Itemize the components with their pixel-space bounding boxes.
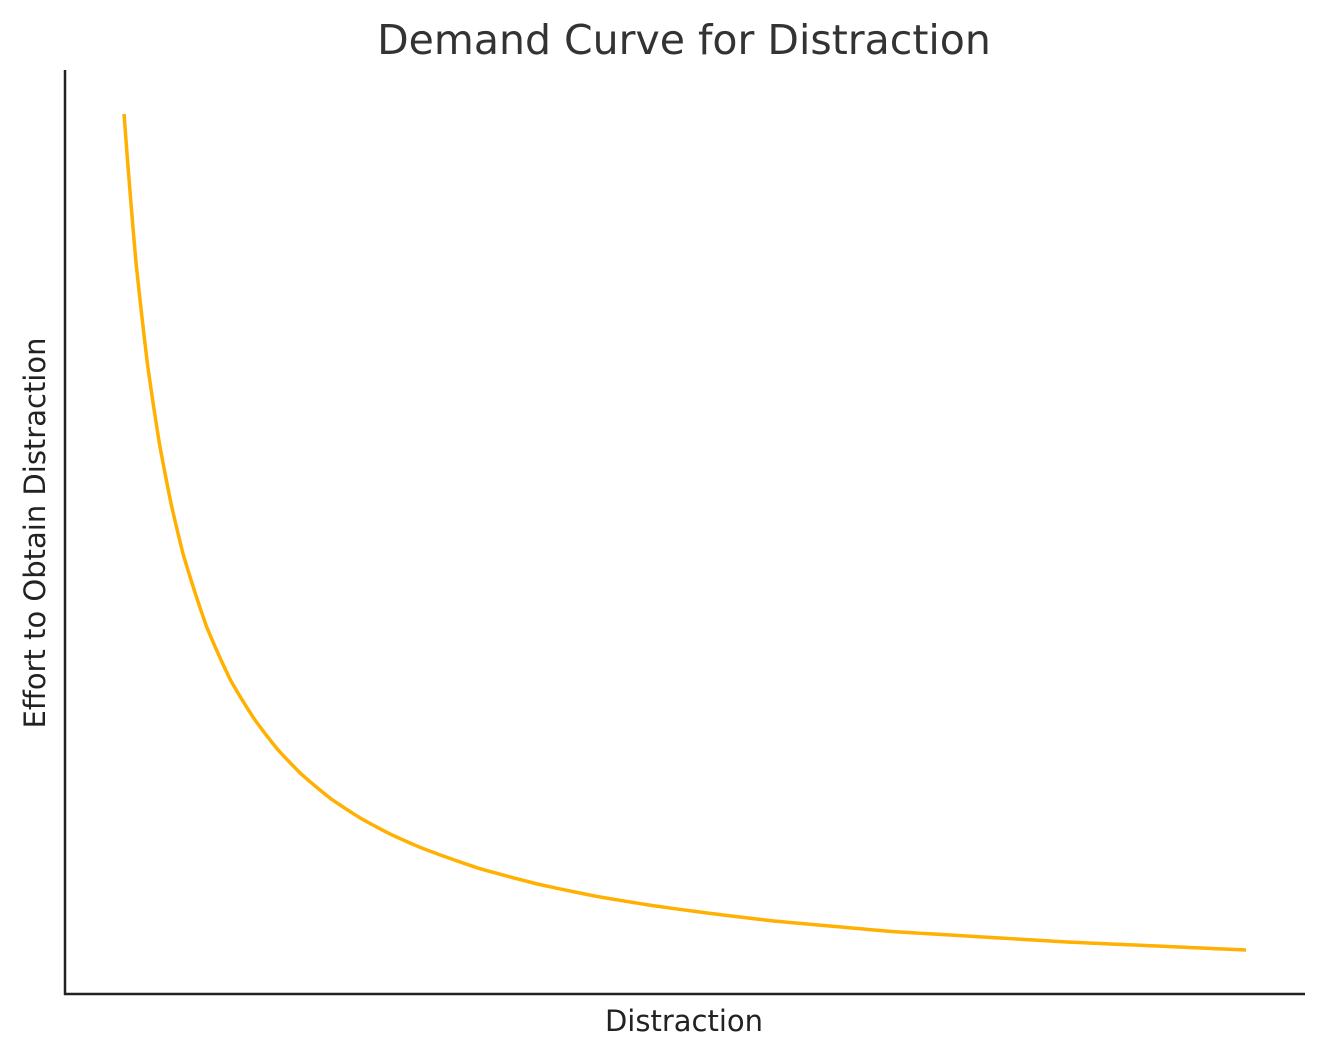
plot-area: [63, 70, 1305, 996]
chart-title: Demand Curve for Distraction: [377, 16, 991, 64]
y-axis-label: Effort to Obtain Distraction: [18, 338, 52, 729]
series-line-0: [122, 113, 1247, 952]
x-axis-label: Distraction: [605, 1004, 763, 1038]
